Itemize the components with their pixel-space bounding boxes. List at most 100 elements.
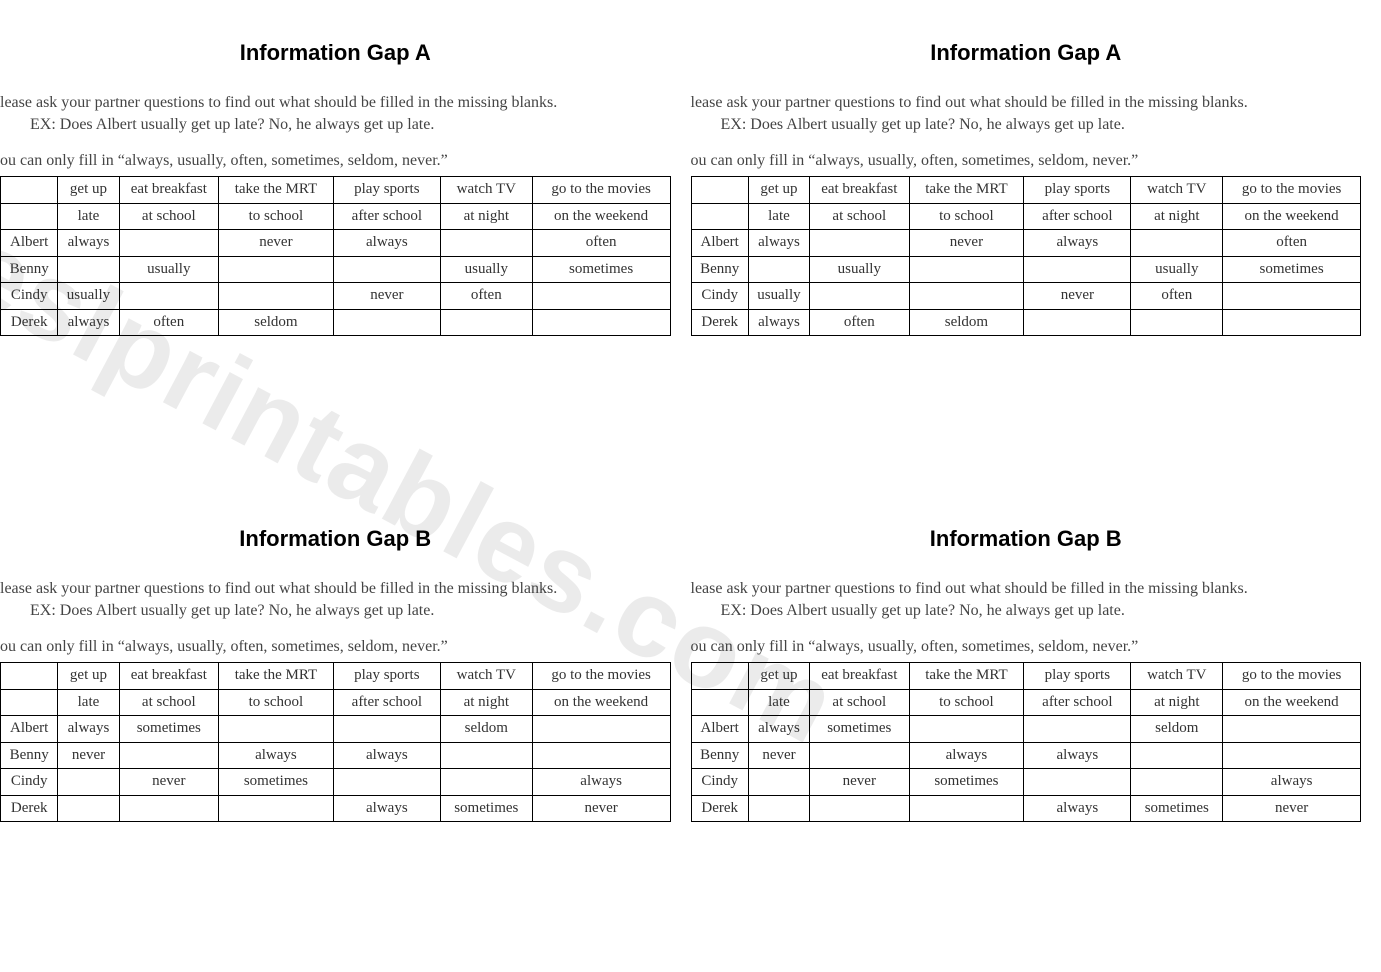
column-header-line2: at school: [810, 203, 909, 230]
column-header-line2: at school: [119, 689, 218, 716]
column-header-line1: go to the movies: [1223, 663, 1361, 690]
column-header-line2: after school: [1024, 689, 1131, 716]
column-header-line1: watch TV: [1131, 663, 1223, 690]
column-header-line1: eat breakfast: [810, 663, 909, 690]
cell: seldom: [440, 716, 532, 743]
row-name: Derek: [1, 795, 58, 822]
column-header-line1: go to the movies: [532, 177, 670, 204]
example-text: EX: Does Albert usually get up late? No,…: [691, 116, 1362, 134]
header-blank: [1, 177, 58, 204]
cell: often: [1131, 283, 1223, 310]
cell: [909, 256, 1024, 283]
header-blank: [691, 689, 748, 716]
column-header-line2: to school: [219, 203, 334, 230]
cell: usually: [810, 256, 909, 283]
section-title: Information Gap B: [691, 526, 1362, 552]
cell: [1131, 230, 1223, 257]
column-header-line2: on the weekend: [1223, 203, 1361, 230]
row-name: Benny: [1, 742, 58, 769]
cell: never: [810, 769, 909, 796]
example-text: EX: Does Albert usually get up late? No,…: [0, 116, 671, 134]
cell: never: [1024, 283, 1131, 310]
column-header-line2: at night: [1131, 689, 1223, 716]
cell: often: [532, 230, 670, 257]
column-header-line2: late: [748, 203, 809, 230]
table-row: Cindyusuallyneveroften: [1, 283, 671, 310]
instruction-text: lease ask your partner questions to find…: [0, 94, 671, 112]
cell: never: [58, 742, 119, 769]
column-header-line1: take the MRT: [909, 177, 1024, 204]
cell: usually: [58, 283, 119, 310]
column-header-line1: watch TV: [1131, 177, 1223, 204]
cell: never: [119, 769, 218, 796]
column-header-line2: on the weekend: [532, 203, 670, 230]
cell: always: [219, 742, 334, 769]
column-header-line2: on the weekend: [532, 689, 670, 716]
column-header-line1: play sports: [1024, 177, 1131, 204]
cell: [119, 795, 218, 822]
cell: [440, 309, 532, 336]
cell: [119, 230, 218, 257]
instruction-text: lease ask your partner questions to find…: [691, 580, 1362, 598]
note-text: ou can only fill in “always, usually, of…: [691, 638, 1362, 656]
column-header-line1: watch TV: [440, 177, 532, 204]
cell: usually: [1131, 256, 1223, 283]
cell: seldom: [219, 309, 334, 336]
cell: [1131, 769, 1223, 796]
cell: [1223, 309, 1361, 336]
cell: always: [1024, 795, 1131, 822]
cell: [58, 256, 119, 283]
cell: sometimes: [810, 716, 909, 743]
cell: always: [58, 716, 119, 743]
table-row: Bennyneveralwaysalways: [1, 742, 671, 769]
table-row: Albertalwayssometimesseldom: [1, 716, 671, 743]
column-header-line2: at school: [810, 689, 909, 716]
cell: seldom: [1131, 716, 1223, 743]
table-row: Bennyneveralwaysalways: [691, 742, 1361, 769]
page-grid: Information Gap Alease ask your partner …: [0, 0, 1381, 972]
table-row: Derekalwayssometimesnever: [1, 795, 671, 822]
column-header-line1: eat breakfast: [810, 177, 909, 204]
row-name: Cindy: [1, 769, 58, 796]
cell: [333, 256, 440, 283]
row-name: Albert: [1, 716, 58, 743]
cell: sometimes: [219, 769, 334, 796]
cell: [440, 769, 532, 796]
column-header-line1: play sports: [1024, 663, 1131, 690]
cell: [810, 742, 909, 769]
info-gap-table: get upeat breakfasttake the MRTplay spor…: [691, 176, 1362, 336]
cell: always: [1223, 769, 1361, 796]
table-row: Albertalwaysneveralwaysoften: [691, 230, 1361, 257]
cell: usually: [748, 283, 809, 310]
column-header-line1: go to the movies: [1223, 177, 1361, 204]
column-header-line2: at night: [1131, 203, 1223, 230]
column-header-line1: watch TV: [440, 663, 532, 690]
cell: [1131, 309, 1223, 336]
column-header-line2: to school: [219, 689, 334, 716]
cell: [333, 716, 440, 743]
cell: often: [1223, 230, 1361, 257]
cell: [810, 283, 909, 310]
cell: sometimes: [440, 795, 532, 822]
cell: [440, 230, 532, 257]
column-header-line2: after school: [333, 689, 440, 716]
row-name: Albert: [1, 230, 58, 257]
cell: never: [748, 742, 809, 769]
header-blank: [691, 203, 748, 230]
cell: [532, 716, 670, 743]
row-name: Derek: [691, 795, 748, 822]
note-text: ou can only fill in “always, usually, of…: [0, 152, 671, 170]
table-row: Derekalwaysoftenseldom: [691, 309, 1361, 336]
column-header-line1: take the MRT: [219, 177, 334, 204]
cell: never: [333, 283, 440, 310]
column-header-line1: get up: [748, 177, 809, 204]
note-text: ou can only fill in “always, usually, of…: [0, 638, 671, 656]
cell: [58, 769, 119, 796]
table-row: Bennyusuallyusuallysometimes: [691, 256, 1361, 283]
table-row: Derekalwaysoftenseldom: [1, 309, 671, 336]
instruction-text: lease ask your partner questions to find…: [0, 580, 671, 598]
cell: usually: [119, 256, 218, 283]
column-header-line2: at night: [440, 203, 532, 230]
info-gap-table: get upeat breakfasttake the MRTplay spor…: [691, 662, 1362, 822]
column-header-line2: late: [58, 203, 119, 230]
